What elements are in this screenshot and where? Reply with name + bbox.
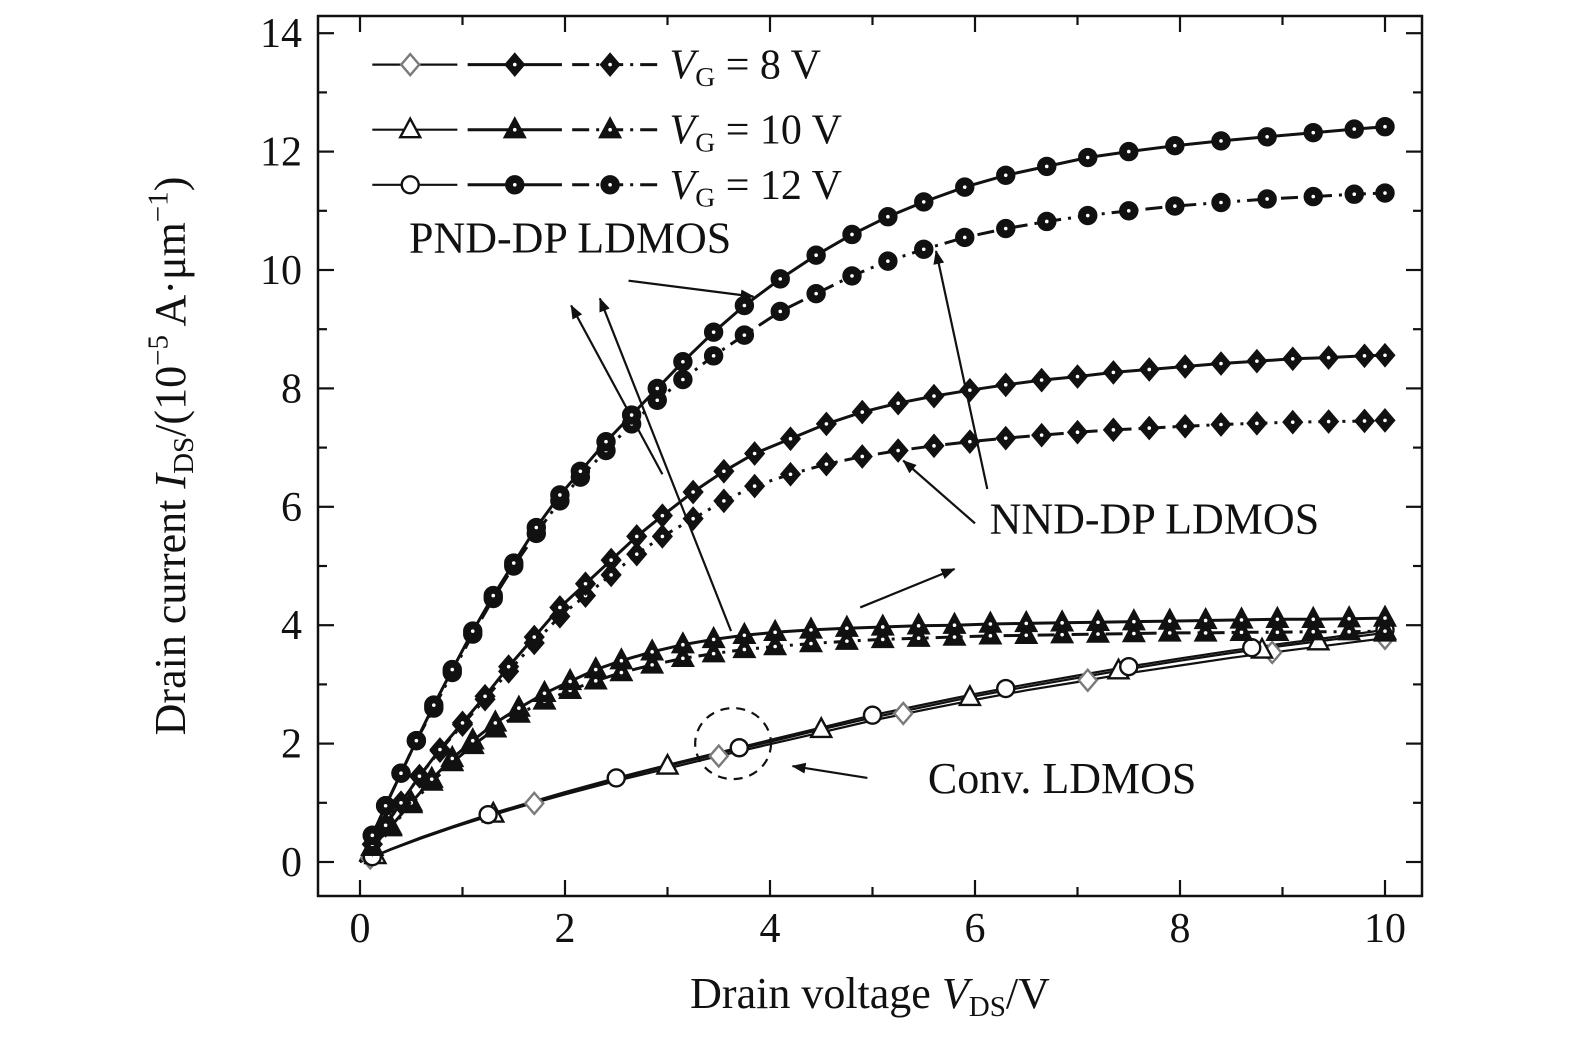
- y-axis-title: Drain current IDS/(10−5 A·μm−1): [142, 177, 200, 736]
- nnd-label-arrow: [902, 459, 976, 525]
- legend-row-vg8: [372, 52, 660, 77]
- svg-text:6: 6: [965, 906, 986, 952]
- svg-text:14: 14: [260, 11, 302, 57]
- legend-label-vg8: VG = 8 V: [670, 43, 821, 93]
- series-markers-pnd-vg10: [360, 604, 1398, 856]
- svg-text:8: 8: [1170, 906, 1191, 952]
- nnd-label: NND-DP LDMOS: [990, 495, 1320, 544]
- conv-label-arrow: [791, 762, 868, 780]
- legend-label-vg10: VG = 10 V: [670, 108, 842, 158]
- annotations: [570, 250, 989, 781]
- nnd-label-arrow: [933, 250, 989, 490]
- svg-text:4: 4: [281, 603, 302, 649]
- series-markers-pnd-vg12: [362, 117, 1395, 846]
- x-axis-title: Drain voltage VDS/V: [690, 969, 1050, 1023]
- conv-highlight-circle: [694, 706, 773, 781]
- legend: [372, 52, 660, 195]
- svg-text:12: 12: [260, 130, 302, 176]
- svg-text:2: 2: [281, 722, 302, 768]
- svg-text:4: 4: [760, 906, 781, 952]
- legend-row-vg12: [372, 175, 660, 195]
- svg-text:0: 0: [350, 906, 371, 952]
- svg-text:10: 10: [1364, 906, 1406, 952]
- pnd-label-arrow: [598, 297, 733, 632]
- svg-text:8: 8: [281, 366, 302, 412]
- series-markers-pnd-vg8: [361, 342, 1396, 857]
- svg-text:0: 0: [281, 840, 302, 886]
- pnd-label: PND-DP LDMOS: [409, 213, 731, 262]
- pnd-label-arrow: [570, 304, 664, 475]
- nnd-label-arrow: [859, 567, 956, 609]
- conv-label: Conv. LDMOS: [928, 754, 1197, 803]
- svg-text:10: 10: [260, 248, 302, 294]
- svg-text:2: 2: [555, 906, 576, 952]
- pnd-label-arrow: [628, 279, 755, 301]
- legend-label-vg12: VG = 12 V: [670, 163, 842, 213]
- legend-row-vg10: [372, 116, 660, 139]
- tick-labels: 0 2 4 6 8 10 0 2 4 6 8 10 12 14: [260, 11, 1406, 952]
- svg-text:6: 6: [281, 485, 302, 531]
- axis-ticks: [318, 16, 1422, 896]
